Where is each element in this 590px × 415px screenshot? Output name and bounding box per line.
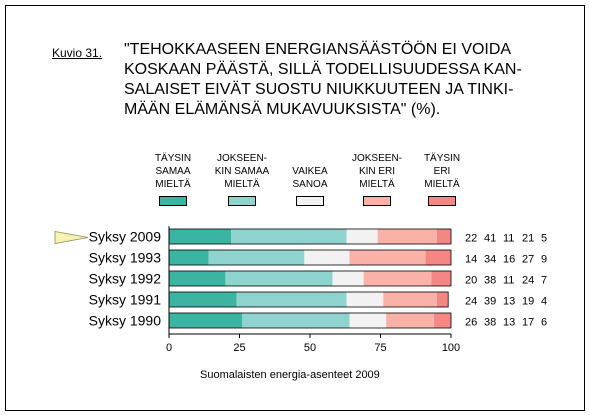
bar-segment bbox=[169, 313, 243, 328]
data-label: 24 bbox=[522, 275, 534, 287]
data-label: 7 bbox=[541, 275, 547, 287]
data-label: 4 bbox=[541, 296, 547, 308]
legend-item-somewhat-disagree: JOKSEEN- KIN ERI MIELTÄ bbox=[342, 152, 412, 206]
data-label: 38 bbox=[484, 317, 496, 329]
data-label: 17 bbox=[522, 317, 534, 329]
bar-segment bbox=[346, 229, 378, 244]
legend-label-line: ERI bbox=[433, 166, 451, 177]
legend-label: JOKSEEN- KIN ERI MIELTÄ bbox=[342, 152, 412, 192]
data-label: 16 bbox=[503, 254, 515, 266]
bar-segment bbox=[436, 292, 449, 307]
category-label: Syksy 1991 bbox=[89, 292, 162, 308]
bar-segment bbox=[169, 250, 209, 265]
bar-segment bbox=[242, 313, 350, 328]
chart-caption: Suomalaisten energia-asenteet 2009 bbox=[200, 369, 380, 381]
bar-segment bbox=[349, 250, 426, 265]
bar-segment bbox=[431, 271, 451, 286]
legend-swatch bbox=[428, 196, 456, 206]
data-label: 14 bbox=[465, 254, 477, 266]
legend-swatch bbox=[363, 196, 391, 206]
bar-segment bbox=[383, 292, 437, 307]
legend-swatch bbox=[296, 196, 324, 206]
x-tick-label: 0 bbox=[166, 342, 172, 354]
data-label: 9 bbox=[541, 254, 547, 266]
bar-segment bbox=[332, 271, 364, 286]
legend-label: TÄYSIN SAMAA MIELTÄ bbox=[138, 152, 208, 192]
legend-label-line: JOKSEEN- bbox=[351, 153, 402, 164]
data-label: 38 bbox=[484, 275, 496, 287]
legend-item-hard-to-say: VAIKEA SANOA bbox=[275, 152, 345, 206]
bar-segment bbox=[304, 250, 350, 265]
legend-label: VAIKEA SANOA bbox=[275, 152, 345, 192]
title-line: KOSKAAN PÄÄSTÄ, SILLÄ TODELLISUUDESSA KA… bbox=[124, 61, 522, 78]
title-line: "TEHOKKAASEEN ENERGIANSÄÄSTÖÖN EI VOIDA bbox=[124, 41, 512, 58]
data-label: 5 bbox=[541, 233, 547, 245]
figure-frame bbox=[5, 5, 585, 411]
bar-segment bbox=[363, 271, 432, 286]
bar-segment bbox=[349, 313, 387, 328]
bar-segment bbox=[377, 229, 437, 244]
data-label: 24 bbox=[465, 296, 477, 308]
legend-label-line: MIELTÄ bbox=[224, 179, 260, 190]
data-label: 39 bbox=[484, 296, 496, 308]
bar-segment bbox=[225, 271, 333, 286]
legend-item-fully-disagree: TÄYSIN ERI MIELTÄ bbox=[407, 152, 477, 206]
legend-item-fully-agree: TÄYSIN SAMAA MIELTÄ bbox=[138, 152, 208, 206]
data-label: 22 bbox=[465, 233, 477, 245]
data-label: 13 bbox=[503, 296, 515, 308]
data-label: 20 bbox=[465, 275, 477, 287]
legend-swatch bbox=[228, 196, 256, 206]
data-label: 41 bbox=[484, 233, 496, 245]
data-label: 27 bbox=[522, 254, 534, 266]
legend-label: JOKSEEN- KIN SAMAA MIELTÄ bbox=[207, 152, 277, 192]
data-label: 11 bbox=[503, 233, 514, 245]
bar-segment bbox=[346, 292, 384, 307]
bar-segment bbox=[169, 229, 232, 244]
legend-label-line: MIELTÄ bbox=[424, 179, 460, 190]
legend-label: TÄYSIN ERI MIELTÄ bbox=[407, 152, 477, 192]
figure-title: "TEHOKKAASEEN ENERGIANSÄÄSTÖÖN EI VOIDA … bbox=[124, 40, 564, 120]
category-label: Syksy 2009 bbox=[89, 229, 162, 245]
x-tick-label: 100 bbox=[442, 342, 460, 354]
legend-label-line: SANOA bbox=[292, 179, 328, 190]
data-label: 34 bbox=[484, 254, 496, 266]
data-label: 26 bbox=[465, 317, 477, 329]
highlight-pointer-icon bbox=[54, 231, 89, 244]
x-tick-label: 75 bbox=[374, 342, 386, 354]
data-label: 11 bbox=[503, 275, 514, 287]
legend-label-line: MIELTÄ bbox=[155, 179, 191, 190]
legend-swatch bbox=[159, 196, 187, 206]
legend-label-line: KIN SAMAA bbox=[214, 166, 270, 177]
legend-label-line: VAIKEA bbox=[292, 166, 328, 177]
bar-segment bbox=[434, 313, 451, 328]
data-label: 19 bbox=[522, 296, 534, 308]
category-label: Syksy 1992 bbox=[89, 271, 162, 287]
category-label: Syksy 1993 bbox=[89, 250, 162, 266]
figure-label: Kuvio 31. bbox=[52, 46, 103, 60]
bar-segment bbox=[169, 292, 237, 307]
legend-label-line: KIN ERI bbox=[358, 166, 396, 177]
legend-label-line: JOKSEEN- bbox=[216, 153, 267, 164]
category-label: Syksy 1990 bbox=[89, 313, 162, 329]
legend-label-line: TÄYSIN bbox=[423, 153, 461, 164]
bar-segment bbox=[425, 250, 451, 265]
bar-segment bbox=[386, 313, 435, 328]
bar-segment bbox=[231, 229, 347, 244]
legend-label-line: SAMAA bbox=[155, 166, 191, 177]
x-tick-label: 50 bbox=[304, 342, 316, 354]
legend-label-line: MIELTÄ bbox=[359, 179, 395, 190]
title-line: MÄÄN ELÄMÄNSÄ MUKAVUUKSISTA" (%). bbox=[124, 101, 441, 118]
legend-item-somewhat-agree: JOKSEEN- KIN SAMAA MIELTÄ bbox=[207, 152, 277, 206]
data-label: 6 bbox=[541, 317, 547, 329]
legend-label-line: TÄYSIN bbox=[154, 153, 192, 164]
bar-segment bbox=[236, 292, 347, 307]
title-line: SALAISET EIVÄT SUOSTU NIUKKUUTEEN JA TIN… bbox=[124, 81, 514, 98]
bar-segment bbox=[169, 271, 226, 286]
data-label: 13 bbox=[503, 317, 515, 329]
x-tick-label: 25 bbox=[233, 342, 245, 354]
data-label: 21 bbox=[522, 233, 534, 245]
bar-segment bbox=[208, 250, 305, 265]
bar-segment bbox=[436, 229, 451, 244]
